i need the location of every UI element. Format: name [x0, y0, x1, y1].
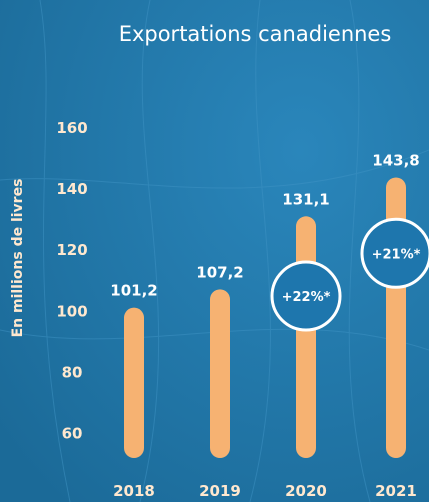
x-tick-2019: 2019 — [199, 482, 241, 500]
y-tick-120: 120 — [56, 241, 87, 259]
value-label-2020: 131,1 — [282, 190, 329, 208]
badge-circle-2021 — [360, 217, 429, 289]
value-label-2021: 143,8 — [372, 152, 419, 170]
bar-2020 — [296, 216, 316, 458]
badge-circle-2020 — [270, 260, 342, 332]
bar-2019 — [210, 289, 230, 458]
y-axis-label: En millions de livres — [10, 179, 26, 338]
x-tick-2021: 2021 — [375, 482, 417, 500]
x-tick-labels: 2018 2019 2020 2021 — [113, 482, 417, 500]
y-tick-100: 100 — [56, 302, 87, 320]
x-tick-2018: 2018 — [113, 482, 155, 500]
y-tick-160: 160 — [56, 119, 87, 137]
badge-text-2020: +22%* — [282, 290, 331, 305]
y-tick-60: 60 — [62, 425, 83, 443]
bar-2018 — [124, 307, 144, 458]
value-label-2019: 107,2 — [196, 263, 243, 281]
badge-text-2021: +21%* — [372, 247, 421, 262]
y-tick-labels: 60 80 100 120 140 160 — [56, 119, 87, 443]
x-tick-2020: 2020 — [285, 482, 327, 500]
badge-2020: +22%* — [270, 260, 342, 332]
badge-2021: +21%* — [360, 217, 429, 289]
value-label-2018: 101,2 — [110, 282, 157, 300]
y-tick-140: 140 — [56, 180, 87, 198]
value-labels: 101,2 107,2 131,1 143,8 — [110, 152, 419, 300]
chart-title: Exportations canadiennes — [119, 22, 392, 46]
y-tick-80: 80 — [62, 363, 83, 381]
annotation-badges: +22%* +21%* — [270, 217, 429, 332]
